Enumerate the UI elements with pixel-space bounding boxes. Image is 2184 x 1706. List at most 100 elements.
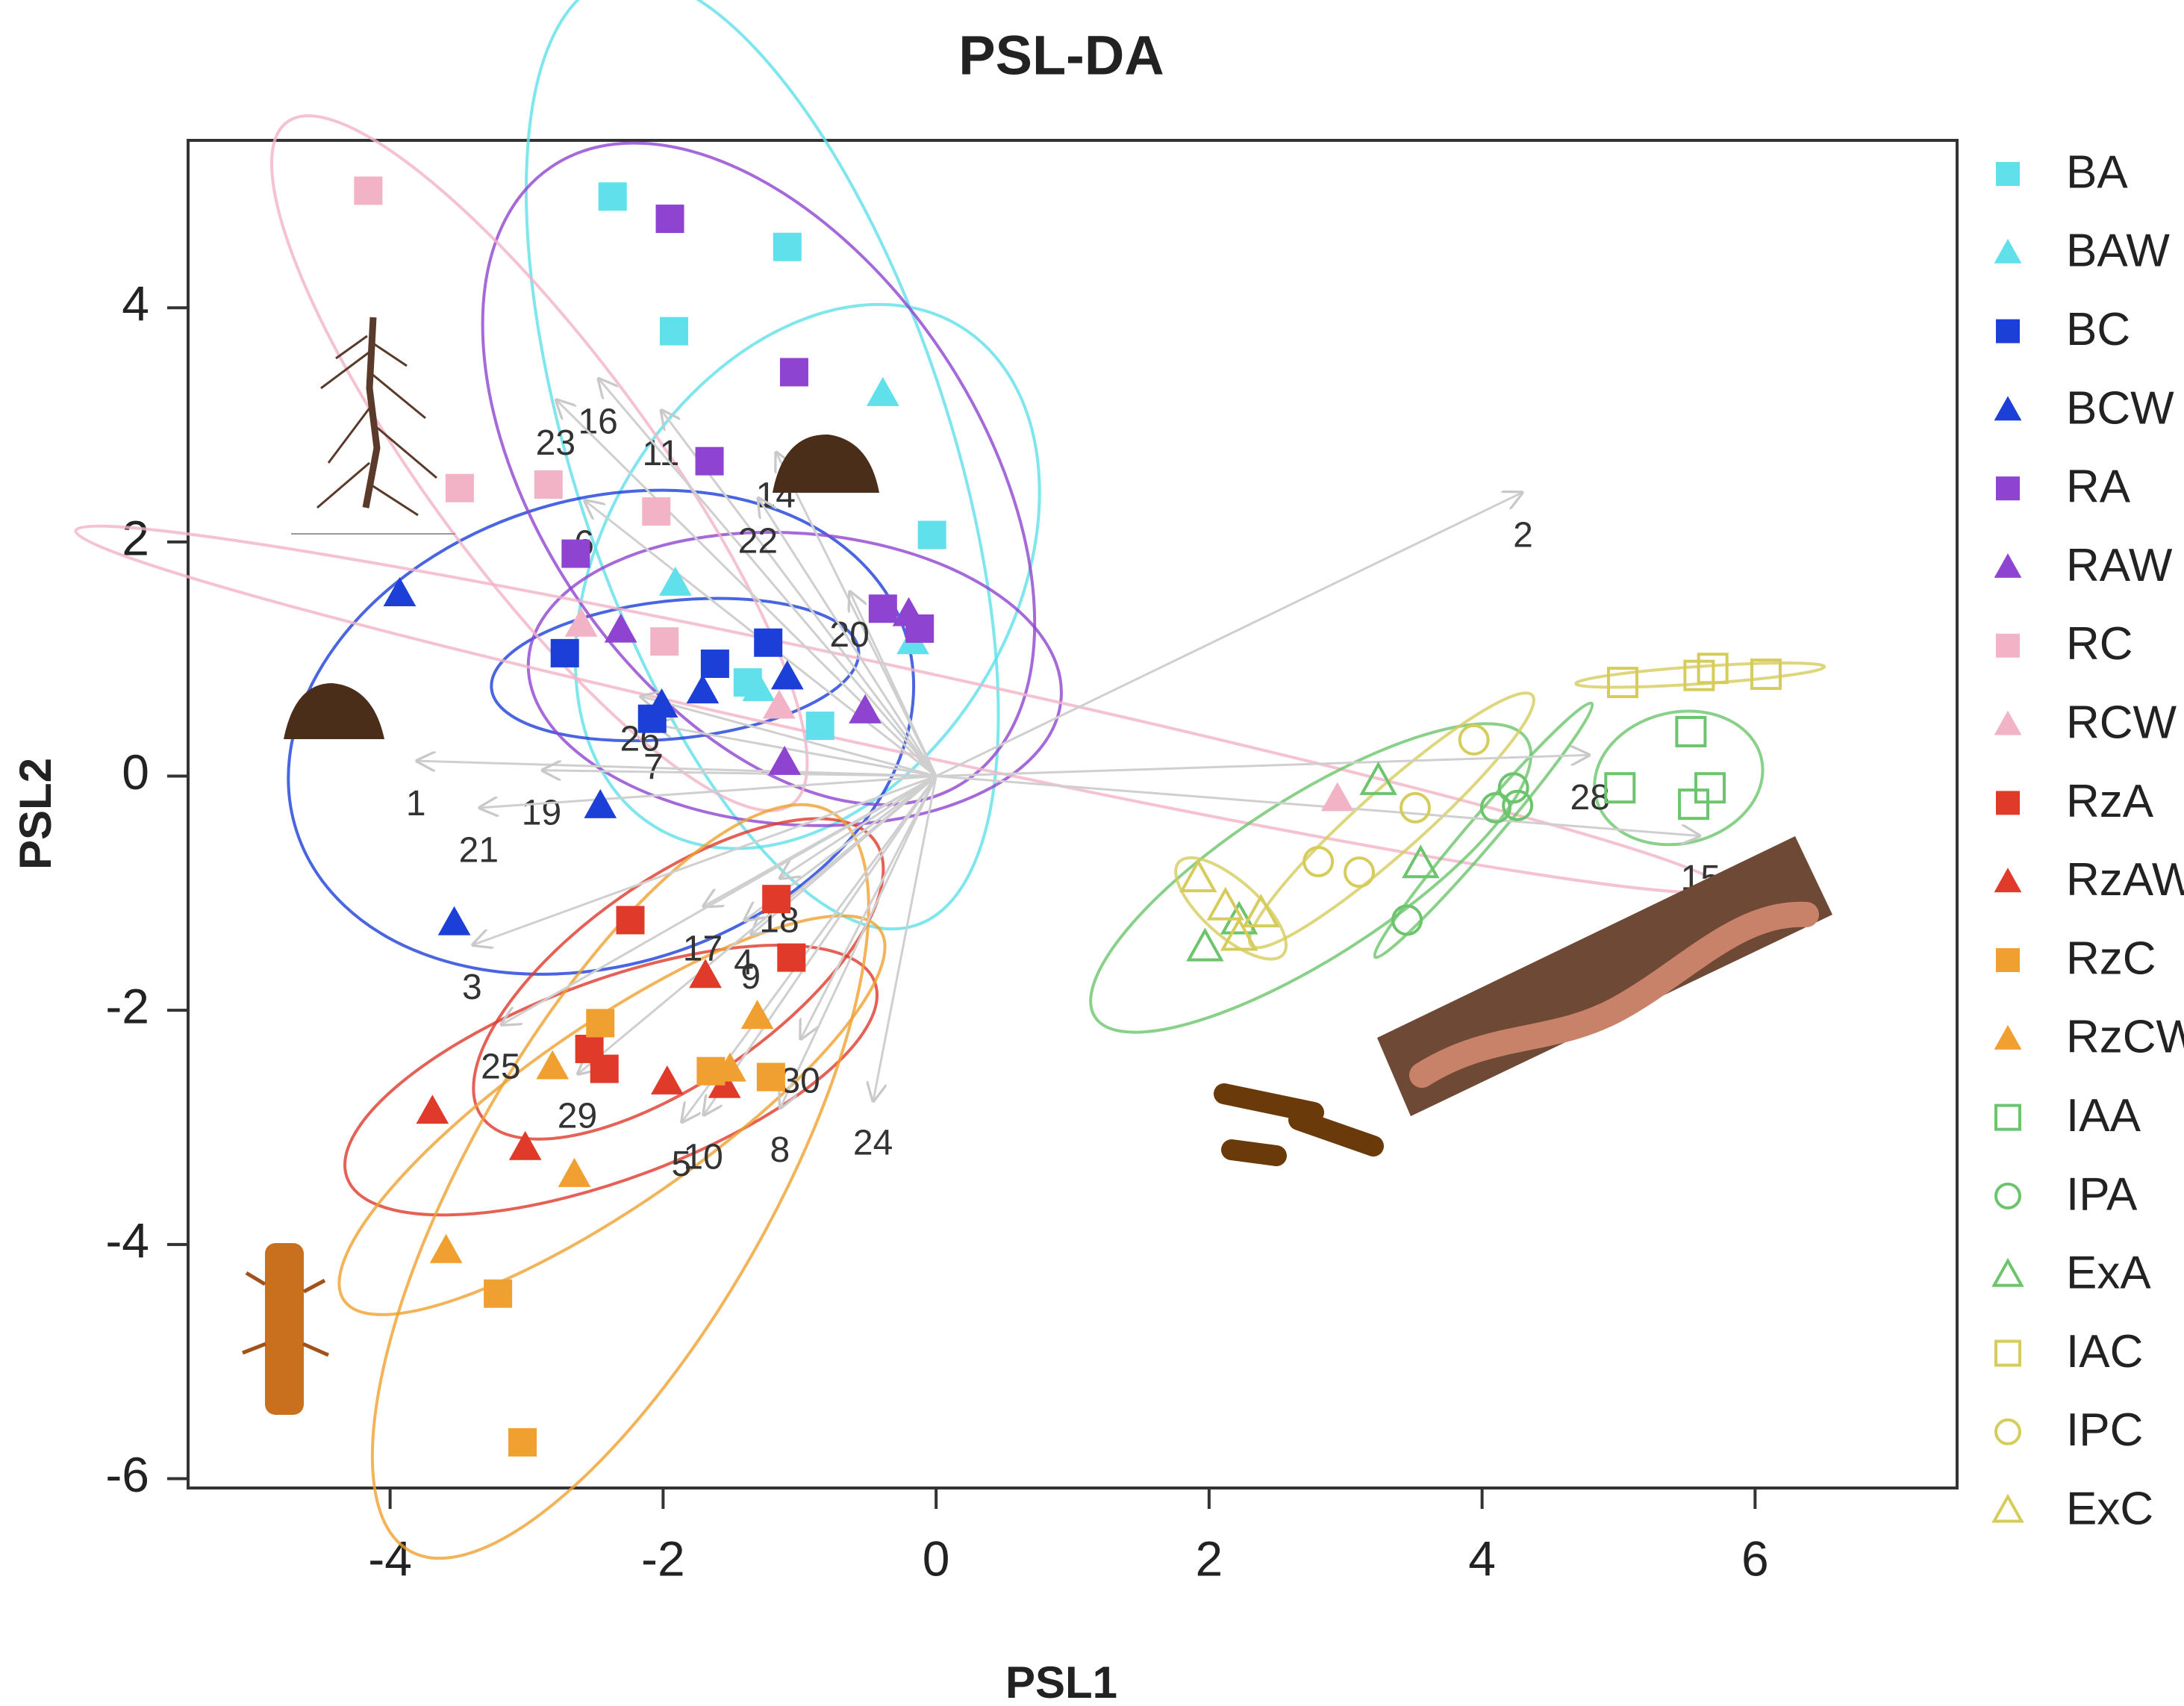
plot-area: -4-20246-6-4-202412345678910111415161718… bbox=[67, 0, 1957, 1625]
x-axis-label: PSL1 bbox=[1005, 1657, 1117, 1706]
loading-label: 24 bbox=[853, 1124, 893, 1163]
legend-label: RAW bbox=[2066, 540, 2173, 591]
legend-marker bbox=[1994, 1261, 2022, 1286]
point bbox=[687, 674, 720, 703]
legend-marker bbox=[1996, 948, 2020, 972]
confidence-ellipse bbox=[1161, 841, 1302, 975]
point bbox=[869, 594, 897, 623]
loading-label: 23 bbox=[536, 423, 575, 463]
root-section-picture bbox=[243, 1243, 328, 1415]
point bbox=[696, 447, 724, 476]
loading-arrow bbox=[417, 761, 936, 776]
chart: PSL-DA PSL1 PSL2 -4-20246-6-4-2024123456… bbox=[0, 0, 2184, 1706]
x-tick-label: 6 bbox=[1741, 1531, 1769, 1586]
confidence-ellipse bbox=[1576, 658, 1825, 692]
y-tick-label: 4 bbox=[122, 276, 149, 331]
point bbox=[918, 520, 946, 549]
legend-label: BAW bbox=[2066, 225, 2170, 277]
point bbox=[1345, 858, 1373, 886]
plot-frame bbox=[188, 140, 1957, 1488]
legend-label: IAA bbox=[2066, 1090, 2141, 1142]
loading-label: 21 bbox=[459, 831, 499, 871]
point bbox=[586, 1009, 614, 1037]
point bbox=[430, 1234, 463, 1263]
point bbox=[1679, 790, 1708, 818]
legend-marker bbox=[1996, 1420, 2020, 1444]
point bbox=[1304, 847, 1332, 876]
point bbox=[1321, 782, 1354, 811]
legend-label: BC bbox=[2066, 304, 2130, 355]
loading-label: 10 bbox=[683, 1137, 723, 1177]
point bbox=[484, 1280, 512, 1308]
point bbox=[446, 474, 474, 502]
legend-label: RA bbox=[2066, 461, 2131, 513]
point bbox=[599, 182, 627, 211]
legend-marker bbox=[1996, 1342, 2020, 1366]
legend-marker bbox=[1994, 553, 2022, 578]
legend-marker bbox=[1994, 868, 2022, 892]
legend: BABAWBCBCWRARAWRCRCWRzARzAWRzCRzCWIAAIPA… bbox=[1994, 146, 2184, 1534]
point bbox=[651, 1065, 684, 1095]
tool-picture bbox=[1224, 1094, 1373, 1156]
legend-label: RzCW bbox=[2066, 1012, 2184, 1063]
point bbox=[584, 789, 617, 818]
legend-marker bbox=[1994, 396, 2022, 421]
x-tick-label: 0 bbox=[923, 1531, 950, 1586]
loading-label: 29 bbox=[558, 1097, 597, 1136]
legend-label: RC bbox=[2066, 618, 2133, 670]
legend-label: ExC bbox=[2066, 1483, 2153, 1534]
legend-label: BCW bbox=[2066, 382, 2174, 434]
legend-marker bbox=[1996, 162, 2020, 186]
loading-label: 3 bbox=[462, 968, 482, 1007]
point bbox=[780, 358, 808, 387]
y-tick-label: 0 bbox=[122, 744, 149, 800]
point bbox=[508, 1428, 537, 1457]
point bbox=[701, 650, 729, 678]
legend-marker bbox=[1996, 1106, 2020, 1130]
point bbox=[416, 1095, 449, 1124]
point bbox=[1393, 906, 1421, 934]
point bbox=[762, 885, 790, 913]
legend-marker bbox=[1994, 711, 2022, 735]
point bbox=[1500, 773, 1528, 802]
legend-marker bbox=[1994, 1025, 2022, 1050]
legend-label: RzA bbox=[2066, 776, 2154, 827]
legend-marker bbox=[1996, 476, 2020, 500]
x-tick-label: 4 bbox=[1468, 1531, 1496, 1586]
point bbox=[642, 497, 670, 526]
point bbox=[656, 205, 684, 233]
point bbox=[438, 906, 471, 936]
page: {"chart_data": { "type": "scatter", "tit… bbox=[0, 0, 2184, 1706]
loading-label: 2 bbox=[1513, 516, 1533, 555]
point bbox=[384, 577, 416, 606]
loading-label: 20 bbox=[829, 615, 869, 655]
point bbox=[777, 944, 805, 972]
point bbox=[605, 614, 637, 643]
legend-marker bbox=[1994, 1497, 2022, 1522]
point bbox=[754, 629, 782, 657]
legend-marker bbox=[1996, 320, 2020, 343]
legend-label: IPC bbox=[2066, 1404, 2143, 1456]
chart-title: PSL-DA bbox=[958, 25, 1164, 87]
x-tick-label: 2 bbox=[1196, 1531, 1223, 1586]
point bbox=[867, 377, 899, 406]
point bbox=[1696, 773, 1724, 802]
point bbox=[617, 906, 645, 934]
legend-label: BA bbox=[2066, 146, 2128, 198]
y-tick-label: -6 bbox=[105, 1447, 149, 1502]
confidence-ellipse bbox=[1581, 694, 1776, 861]
legend-marker bbox=[1994, 239, 2022, 264]
loading-label: 22 bbox=[738, 522, 778, 561]
legend-label: ExA bbox=[2066, 1248, 2151, 1299]
point bbox=[1182, 862, 1214, 891]
legend-label: IPA bbox=[2066, 1168, 2138, 1220]
loading-label: 1 bbox=[406, 784, 426, 824]
point bbox=[534, 470, 563, 499]
loading-label: 16 bbox=[578, 402, 617, 442]
point bbox=[575, 1035, 604, 1063]
loading-label: 17 bbox=[683, 929, 723, 968]
point bbox=[650, 627, 678, 656]
legend-marker bbox=[1996, 634, 2020, 658]
x-tick-label: -2 bbox=[641, 1531, 685, 1586]
point bbox=[660, 317, 688, 346]
